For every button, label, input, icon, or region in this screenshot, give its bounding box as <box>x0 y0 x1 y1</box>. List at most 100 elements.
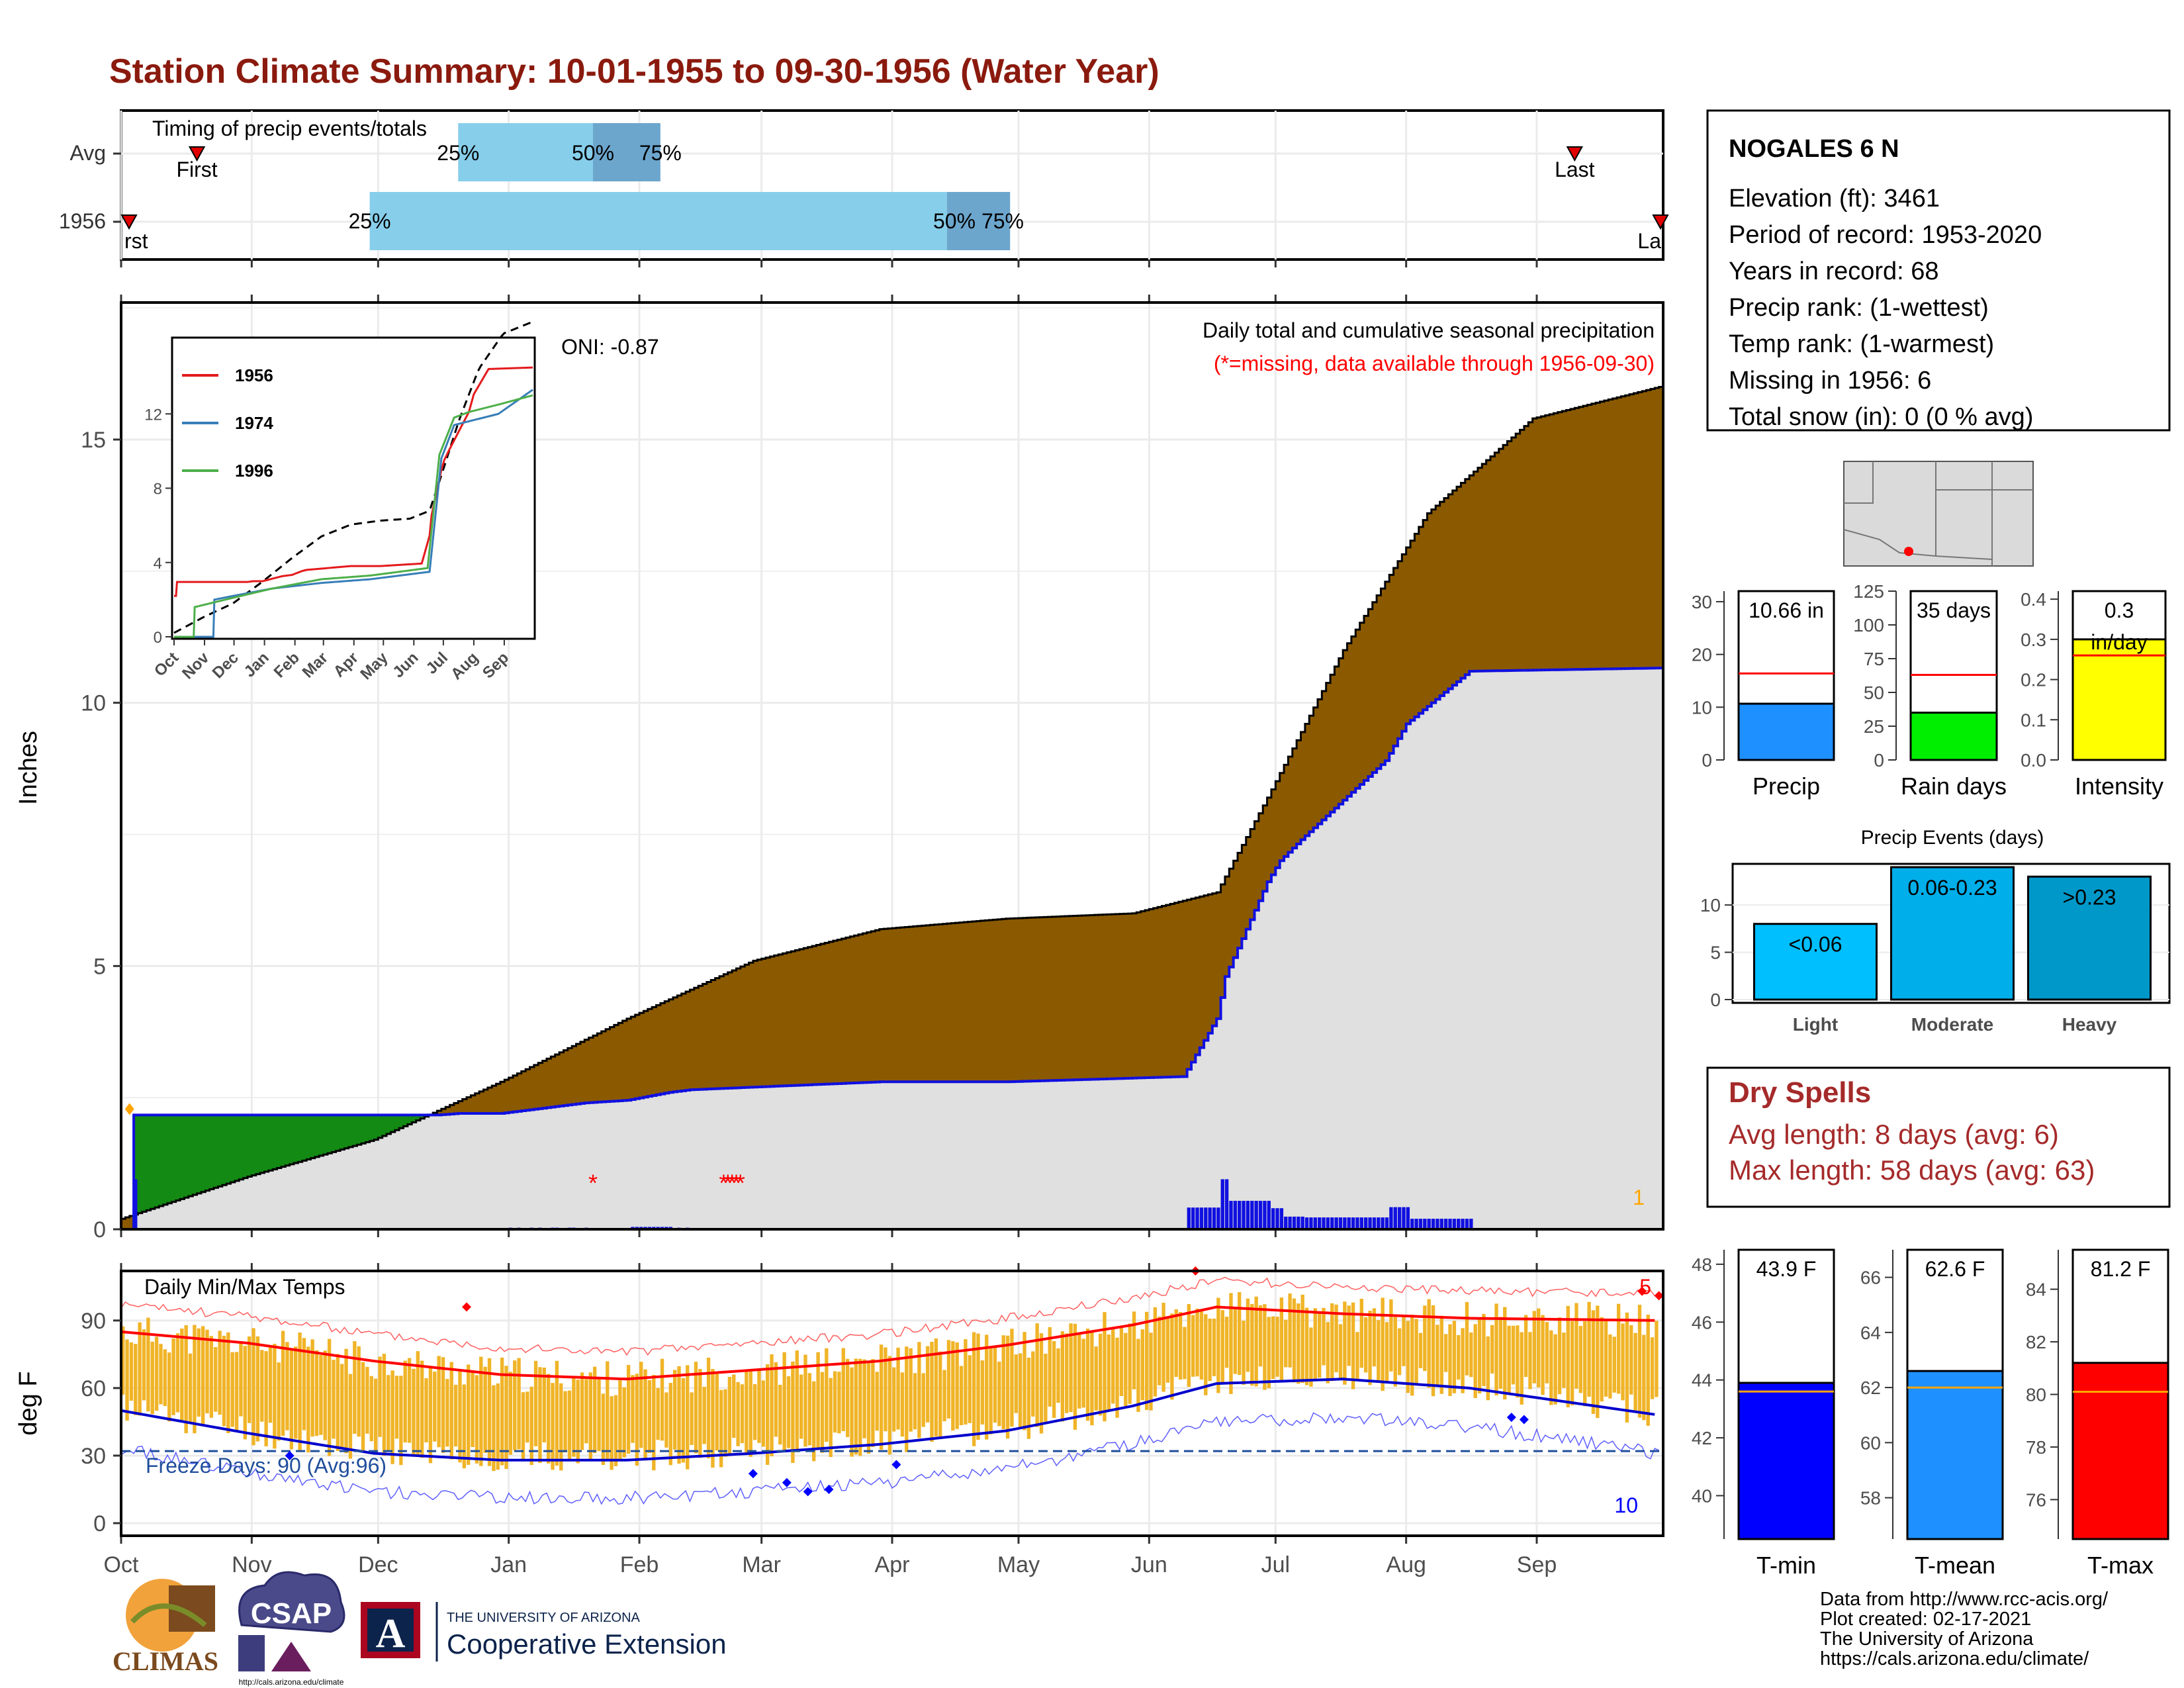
daily-temp-bar <box>420 1360 424 1458</box>
daily-precip-bar <box>1469 1219 1473 1229</box>
daily-precip-bar <box>134 1179 138 1229</box>
daily-temp-bar <box>340 1364 344 1448</box>
daily-temp-bar <box>373 1378 378 1454</box>
daily-temp-bar <box>471 1370 475 1448</box>
daily-temp-bar <box>955 1342 959 1429</box>
daily-temp-bar <box>1578 1326 1583 1393</box>
daily-temp-bar <box>1406 1321 1410 1393</box>
daily-temp-bar <box>1616 1303 1621 1394</box>
daily-temp-bar <box>1650 1337 1655 1399</box>
daily-temp-bar <box>1494 1303 1498 1396</box>
daily-temp-bar <box>1107 1334 1111 1411</box>
daily-temp-bar <box>218 1331 222 1415</box>
daily-temp-bar <box>1414 1319 1418 1386</box>
daily-temp-bar <box>1330 1303 1334 1382</box>
record-low-line <box>120 1412 1659 1505</box>
avg-first-label: First <box>176 158 217 181</box>
month-label: Nov <box>232 1552 271 1577</box>
daily-temp-bar <box>1503 1307 1507 1400</box>
temp-y-ticks: 0 30 60 90 <box>81 1309 121 1536</box>
record-marker <box>1654 1291 1664 1301</box>
y-tick-label: 15 <box>81 428 106 453</box>
daily-temp-bar <box>584 1379 588 1444</box>
missing-day-marker: * <box>736 1169 745 1196</box>
value-label: 62.6 F <box>1925 1257 1985 1281</box>
daily-temp-bar <box>1583 1321 1587 1407</box>
daily-temp-bar <box>1128 1323 1132 1404</box>
value-label: 0.3 <box>2105 598 2134 622</box>
daily-temp-bar <box>412 1368 416 1456</box>
daily-temp-bar <box>706 1357 711 1459</box>
daily-temp-bar <box>1570 1321 1574 1406</box>
y-tick-label: 66 <box>1860 1268 1881 1288</box>
panel-caption: T-mean <box>1915 1552 1995 1579</box>
y-tick-label: 100 <box>1853 615 1884 635</box>
record-marker <box>748 1469 758 1479</box>
daily-temp-bar <box>1258 1305 1263 1367</box>
daily-temp-bar <box>1170 1313 1174 1400</box>
month-label: Aug <box>1386 1552 1426 1577</box>
missing-day-marker: * <box>719 1169 728 1196</box>
event-category-label: Moderate <box>1911 1014 1993 1035</box>
avg-p25-label: 25% <box>437 141 479 165</box>
daily-temp-bar <box>686 1365 690 1470</box>
daily-temp-bar <box>197 1328 201 1417</box>
daily-temp-bar <box>1439 1315 1443 1394</box>
avg-last-label: Last <box>1555 158 1595 181</box>
avg-range-25-50 <box>458 123 594 181</box>
daily-temp-bar <box>791 1361 795 1464</box>
daily-temp-bar <box>390 1370 394 1464</box>
daily-temp-bar <box>964 1339 968 1425</box>
tmax-bar-panel: 76 78 80 82 84 81.2 F T-max <box>2026 1248 2169 1579</box>
daily-precip-bar <box>1448 1219 1452 1229</box>
daily-temp-bar <box>580 1372 584 1450</box>
daily-temp-bar <box>1549 1330 1553 1405</box>
daily-temp-bar <box>1263 1304 1267 1390</box>
daily-temp-bar <box>129 1342 134 1401</box>
daily-temp-bar <box>378 1356 382 1437</box>
y-tick-label: 10 <box>1692 697 1712 718</box>
daily-temp-bar <box>121 1326 125 1395</box>
y-tick-label: 10 <box>81 691 106 716</box>
daily-temp-bar <box>1014 1354 1018 1413</box>
daily-precip-bar <box>1389 1207 1393 1229</box>
daily-precip-bar <box>1372 1217 1377 1229</box>
record-marker <box>782 1477 792 1487</box>
daily-temp-bar <box>626 1364 631 1454</box>
daily-temp-bar <box>1158 1316 1161 1385</box>
daily-temp-bar <box>1267 1317 1271 1389</box>
timing-bars: 25% 50% 75% 25% 50% 75% First Last rst La <box>120 123 1669 253</box>
daily-temp-bar <box>1612 1336 1616 1393</box>
y-tick-label: 80 <box>2026 1385 2046 1405</box>
daily-temp-bar <box>332 1360 336 1439</box>
daily-precip-bar <box>1212 1207 1216 1229</box>
daily-temp-bar <box>643 1369 647 1461</box>
daily-temp-bar <box>980 1360 985 1425</box>
daily-temp-bar <box>184 1325 188 1434</box>
daily-precip-bar <box>1461 1219 1465 1229</box>
event-category-label: Heavy <box>2062 1014 2117 1035</box>
daily-temp-bar <box>1338 1324 1343 1379</box>
daily-temp-bar <box>576 1380 580 1464</box>
daily-precip-bar <box>1397 1207 1402 1229</box>
inset-y-tick-label: 4 <box>154 555 162 573</box>
daily-temp-bar <box>1364 1317 1368 1373</box>
daily-temp-bar <box>201 1326 205 1426</box>
daily-temp-bar <box>1637 1305 1642 1418</box>
daily-temp-bar <box>1220 1310 1224 1383</box>
month-label: Oct <box>104 1552 139 1577</box>
daily-temp-bar <box>1060 1331 1065 1422</box>
month-label: Dec <box>358 1552 398 1577</box>
daily-temp-bar <box>1094 1346 1098 1411</box>
daily-temp-bar <box>871 1359 875 1447</box>
daily-temp-bar <box>1111 1327 1115 1404</box>
daily-temp-bar <box>209 1336 214 1418</box>
daily-temp-bar <box>900 1372 905 1437</box>
daily-temp-bar <box>1018 1353 1023 1430</box>
precip-y-ticks: 0 5 10 15 <box>81 428 121 1243</box>
missing-note: (*=missing, data available through 1956-… <box>1214 352 1655 375</box>
daily-precip-bar <box>1191 1207 1195 1229</box>
daily-temp-bar <box>702 1387 706 1444</box>
daily-temp-bar <box>310 1339 314 1437</box>
daily-temp-bar <box>1646 1315 1650 1426</box>
